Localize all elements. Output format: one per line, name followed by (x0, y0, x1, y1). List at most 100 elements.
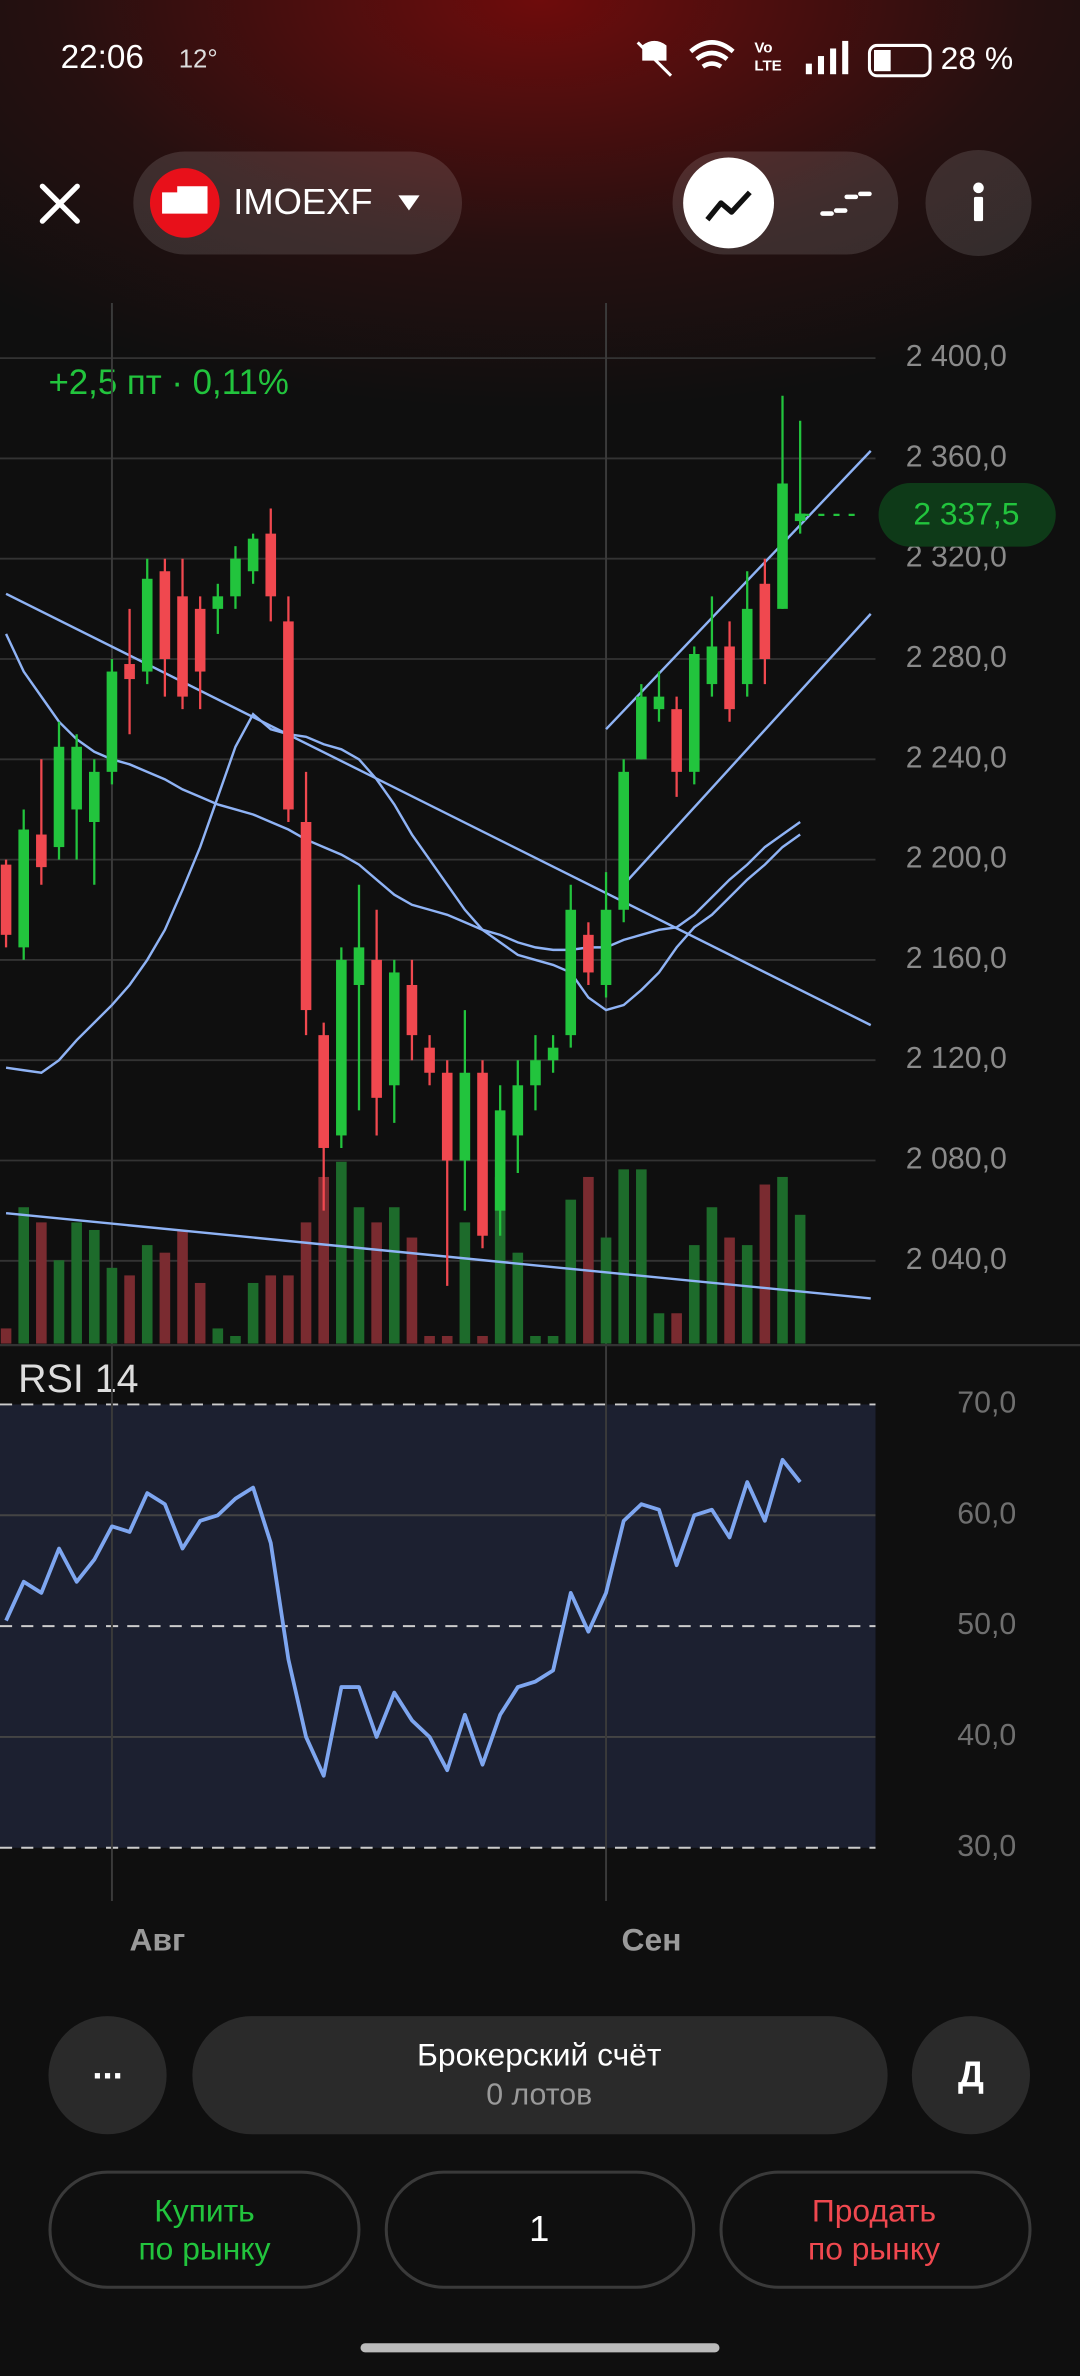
last-price-label: 2 337,5 (913, 496, 1019, 532)
account-label: Брокерский счёт (417, 2036, 662, 2072)
candle-view-button[interactable] (820, 191, 872, 216)
candle-body (318, 1035, 329, 1148)
quantity-value: 1 (529, 2208, 549, 2249)
sell-button[interactable] (719, 2170, 1032, 2289)
volume-bar (512, 1252, 524, 1344)
candle-body (494, 1110, 506, 1211)
volume-bar (371, 1222, 382, 1344)
more-button[interactable] (48, 2016, 167, 2135)
volume-bar (724, 1237, 735, 1344)
candle-body (141, 578, 153, 672)
y-tick-label: 2 240,0 (906, 741, 1007, 774)
volume-bar (53, 1260, 65, 1344)
volume-bar (141, 1245, 153, 1344)
glow (0, 0, 1080, 546)
candle-body (159, 571, 171, 660)
info-icon (973, 182, 984, 222)
volume-bar (36, 1222, 47, 1344)
volume-bar (424, 1335, 435, 1344)
candle-body (741, 608, 753, 685)
candle-body (477, 1072, 488, 1236)
y-tick-label: 2 160,0 (906, 942, 1007, 975)
volume-bar (230, 1335, 241, 1344)
quantity-input[interactable] (384, 2170, 696, 2289)
trendline (605, 450, 872, 731)
chart: +2,5 пт · 0,11% 2 400,02 360,02 320,02 2… (0, 302, 1056, 1957)
rsi-tick-label: 30,0 (957, 1830, 1016, 1863)
y-tick-label: 2 360,0 (906, 440, 1007, 473)
rsi-tick-label: 60,0 (957, 1497, 1016, 1530)
x-tick-label: Сен (622, 1921, 682, 1957)
volume-bar (583, 1176, 594, 1344)
volume-bar (777, 1176, 788, 1344)
candle-body (600, 909, 612, 985)
volume-bar (706, 1207, 718, 1344)
volume-bar (759, 1184, 771, 1344)
line-view-button[interactable] (683, 157, 775, 249)
ticker-selector[interactable] (133, 151, 462, 255)
candle-body (459, 1072, 471, 1161)
candle-body (371, 959, 382, 1098)
volume-bar (406, 1237, 418, 1344)
volume-bar (671, 1313, 682, 1344)
trendline (5, 1211, 871, 1300)
clock: 22:06 (61, 39, 144, 76)
mode-button[interactable] (911, 2016, 1031, 2135)
volume-bar (794, 1214, 806, 1344)
y-tick-label: 2 280,0 (906, 641, 1007, 674)
volume-bar (636, 1169, 647, 1344)
candle-body (194, 608, 206, 672)
volume-bar (18, 1207, 30, 1344)
candle-body (0, 864, 12, 935)
y-tick-label: 2 080,0 (906, 1143, 1007, 1176)
candle-body (18, 829, 30, 948)
volume-bar (388, 1207, 400, 1344)
buy-label: по рынку (138, 2230, 270, 2266)
candle-body (547, 1047, 559, 1061)
buy-button[interactable] (48, 2170, 361, 2289)
moving-average (5, 712, 801, 1075)
line-icon (705, 190, 752, 222)
candle-body (618, 771, 629, 910)
volte: Vo (754, 39, 772, 56)
account-button[interactable] (192, 2016, 888, 2135)
candle-body (441, 1072, 453, 1161)
volume-bar (300, 1222, 312, 1344)
volume-bar (441, 1335, 453, 1344)
candle-body (212, 596, 224, 609)
rsi-title: RSI 14 (18, 1357, 138, 1401)
ticker-icon-shape (162, 186, 208, 214)
volume-bar (741, 1245, 753, 1344)
candle-body (300, 822, 312, 1011)
candle-body (688, 653, 700, 772)
volume-bar (530, 1335, 541, 1344)
volume-bar (494, 1176, 506, 1344)
candle-body (583, 934, 594, 973)
candle-body (671, 709, 682, 772)
sell-label: по рынку (808, 2230, 940, 2266)
candle-body (230, 558, 241, 597)
candle-body (88, 771, 100, 823)
rsi-line (4, 1457, 802, 1778)
volume-bar (688, 1245, 700, 1344)
volume-bar (283, 1275, 294, 1344)
volume-bar (600, 1237, 612, 1344)
candle-body (512, 1085, 524, 1136)
home-indicator (360, 2343, 720, 2353)
trendline (622, 613, 872, 886)
volume-bar (71, 1222, 82, 1344)
buy-label: Купить (154, 2192, 255, 2228)
volte: LTE (754, 58, 781, 75)
candle-body (706, 646, 718, 685)
candle-body (794, 513, 806, 522)
candle-body (636, 696, 647, 760)
moving-average (4, 633, 801, 952)
y-tick-label: 2 200,0 (906, 842, 1007, 875)
rsi-tick-label: 70,0 (957, 1386, 1016, 1419)
plot-area (0, 395, 872, 1778)
volume-bar (459, 1222, 471, 1344)
candle-body (53, 746, 65, 848)
y-tick-label: 2 400,0 (906, 340, 1007, 373)
candle-body (247, 538, 259, 572)
close-button[interactable] (39, 183, 80, 224)
